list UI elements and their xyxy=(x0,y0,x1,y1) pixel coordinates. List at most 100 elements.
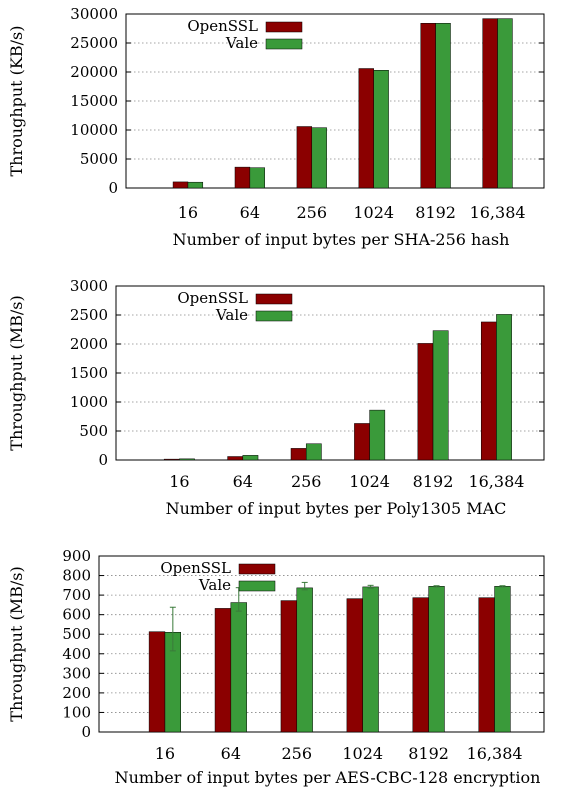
x-tick-label: 1024 xyxy=(353,203,394,222)
bar-openssl-16 xyxy=(148,631,166,733)
y-tick-label: 1000 xyxy=(70,393,108,411)
bar-vale-256 xyxy=(311,127,327,189)
x-tick-label: 256 xyxy=(291,472,322,491)
y-tick-label: 300 xyxy=(62,664,91,682)
legend-label: Vale xyxy=(225,34,258,52)
legend-label: Vale xyxy=(198,576,231,594)
x-tick-label: 64 xyxy=(240,203,260,222)
legend-swatch-openssl xyxy=(255,293,293,305)
plot-frame xyxy=(98,555,545,733)
bar-openssl-64 xyxy=(227,456,244,461)
y-tick-label: 600 xyxy=(62,606,91,624)
y-tick-label: 400 xyxy=(62,645,91,663)
x-tick-label: 8192 xyxy=(415,203,456,222)
y-tick-label: 30000 xyxy=(70,5,118,23)
x-tick-label: 16,384 xyxy=(467,744,523,763)
y-tick-label: 100 xyxy=(62,703,91,721)
bar-vale-16 xyxy=(187,181,204,189)
bar-openssl-8192 xyxy=(420,23,436,189)
y-tick-label: 25000 xyxy=(70,34,118,52)
bar-vale-8192 xyxy=(432,330,449,461)
legend-swatch-openssl xyxy=(265,21,303,33)
bar-vale-64 xyxy=(242,455,259,461)
x-tick-label: 16 xyxy=(169,472,189,491)
y-tick-label: 15000 xyxy=(70,92,118,110)
y-tick-label: 200 xyxy=(62,684,91,702)
y-tick-label: 900 xyxy=(62,547,91,565)
bar-openssl-256 xyxy=(290,448,307,461)
bar-openssl-256 xyxy=(296,126,313,189)
y-axis-label: Throughput (KB/s) xyxy=(7,26,26,177)
bar-openssl-16384 xyxy=(482,18,498,189)
x-tick-label: 8192 xyxy=(413,472,454,491)
bar-openssl-64 xyxy=(234,166,251,189)
x-tick-label: 16 xyxy=(155,744,175,763)
y-tick-label: 2500 xyxy=(70,306,108,324)
y-axis-label: Throughput (MB/s) xyxy=(7,566,26,721)
y-tick-label: 500 xyxy=(62,625,91,643)
bar-vale-16384 xyxy=(496,314,512,461)
legend-swatch-openssl xyxy=(238,563,276,575)
error-bar xyxy=(169,606,176,652)
chart-2: 0 500 1000 1500 2000 2500 3000 16 64 256 1024 8192 1… xyxy=(7,277,545,518)
x-tick-label: 16 xyxy=(178,203,198,222)
bar-openssl-1024 xyxy=(358,68,374,189)
legend-label: OpenSSL xyxy=(177,289,248,307)
x-axis-label: Number of input bytes per Poly1305 MAC xyxy=(166,499,507,518)
bar-vale-8192 xyxy=(428,586,445,733)
y-tick-label: 20000 xyxy=(70,63,118,81)
x-tick-label: 1024 xyxy=(349,472,390,491)
error-bar xyxy=(301,581,308,591)
legend-label: OpenSSL xyxy=(160,559,231,577)
x-axis-label: Number of input bytes per AES-CBC-128 en… xyxy=(115,768,541,787)
bar-vale-16384 xyxy=(494,586,511,733)
x-tick-label: 256 xyxy=(297,203,328,222)
bar-vale-64 xyxy=(230,602,247,733)
x-tick-label: 16,384 xyxy=(470,203,526,222)
bar-vale-256 xyxy=(296,587,313,733)
y-tick-label: 0 xyxy=(81,723,91,741)
bar-openssl-8192 xyxy=(417,343,434,461)
bar-openssl-16384 xyxy=(478,597,495,733)
x-tick-label: 16,384 xyxy=(468,472,524,491)
legend-swatch-vale xyxy=(238,580,276,592)
bar-vale-16 xyxy=(179,458,195,461)
bar-vale-1024 xyxy=(362,586,379,733)
x-tick-label: 8192 xyxy=(408,744,449,763)
legend-swatch-vale xyxy=(265,38,303,50)
bar-openssl-1024 xyxy=(346,598,363,733)
y-tick-label: 700 xyxy=(62,586,91,604)
x-tick-label: 64 xyxy=(233,472,253,491)
bar-openssl-16 xyxy=(163,458,180,461)
bar-vale-64 xyxy=(249,167,265,189)
y-axis-label: Throughput (MB/s) xyxy=(7,295,26,450)
x-axis-label: Number of input bytes per SHA-256 hash xyxy=(173,230,510,249)
y-tick-label: 500 xyxy=(79,422,108,440)
legend-label: OpenSSL xyxy=(187,17,258,35)
error-bar xyxy=(499,585,506,588)
x-tick-label: 256 xyxy=(282,744,313,763)
x-tick-label: 1024 xyxy=(342,744,383,763)
legend-label: Vale xyxy=(215,306,248,324)
y-tick-label: 10000 xyxy=(70,121,118,139)
bar-vale-16384 xyxy=(497,18,513,189)
x-tick-label: 64 xyxy=(221,744,241,763)
bar-openssl-256 xyxy=(280,600,298,733)
error-bar xyxy=(433,585,440,588)
y-tick-label: 0 xyxy=(98,451,108,469)
bar-openssl-16 xyxy=(172,181,189,189)
y-tick-label: 5000 xyxy=(80,150,118,168)
y-tick-label: 2000 xyxy=(70,335,108,353)
y-tick-label: 3000 xyxy=(70,277,108,295)
plot-frame xyxy=(115,285,545,461)
bar-openssl-64 xyxy=(214,608,232,733)
bar-vale-8192 xyxy=(435,23,451,189)
y-tick-label: 0 xyxy=(108,179,118,197)
y-tick-label: 800 xyxy=(62,567,91,585)
